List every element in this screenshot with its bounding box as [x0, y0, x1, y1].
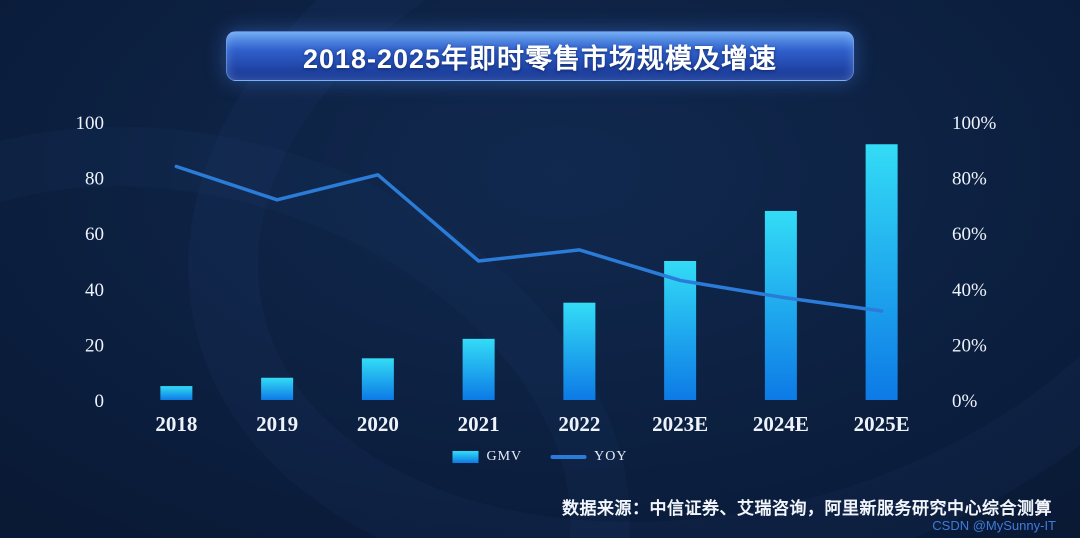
chart-legend: GMV YOY [452, 449, 627, 465]
legend-label-yoy: YOY [594, 449, 628, 464]
legend-label-gmv: GMV [486, 449, 523, 464]
svg-text:60: 60 [85, 224, 104, 245]
svg-text:20%: 20% [952, 335, 987, 356]
svg-text:2025E: 2025E [854, 412, 910, 436]
yoy-line-swatch-icon [550, 455, 587, 459]
csdn-watermark: CSDN @MySunny-IT [932, 518, 1056, 533]
legend-item-gmv: GMV [452, 449, 522, 465]
svg-text:60%: 60% [952, 224, 987, 245]
chart-title-banner: 2018-2025年即时零售市场规模及增速 [226, 31, 854, 81]
svg-text:2018: 2018 [155, 412, 197, 436]
svg-text:40: 40 [85, 280, 104, 301]
gmv-yoy-combo-chart: 0 20 40 60 80 100 0% 20% 40% 60% 80% 100% 2018 2019 20… [76, 113, 997, 436]
svg-text:80: 80 [85, 169, 104, 190]
svg-text:0: 0 [95, 391, 105, 412]
svg-text:2020: 2020 [357, 412, 399, 436]
svg-text:40%: 40% [952, 280, 987, 301]
svg-text:2021: 2021 [458, 412, 500, 436]
svg-text:100: 100 [76, 113, 105, 134]
data-source-note: 数据来源：中信证券、艾瑞咨询，阿里新服务研究中心综合测算 [562, 499, 1052, 518]
svg-text:100%: 100% [952, 113, 997, 134]
svg-text:0%: 0% [952, 391, 978, 412]
svg-text:2024E: 2024E [753, 412, 809, 436]
svg-text:2023E: 2023E [652, 412, 708, 436]
svg-text:80%: 80% [952, 169, 987, 190]
svg-text:20: 20 [85, 335, 104, 356]
gmv-bar-swatch-icon [452, 451, 479, 463]
chart-title: 2018-2025年即时零售市场规模及增速 [302, 43, 778, 74]
svg-text:2019: 2019 [256, 412, 298, 436]
svg-text:2022: 2022 [558, 412, 600, 436]
legend-item-yoy: YOY [550, 449, 627, 465]
